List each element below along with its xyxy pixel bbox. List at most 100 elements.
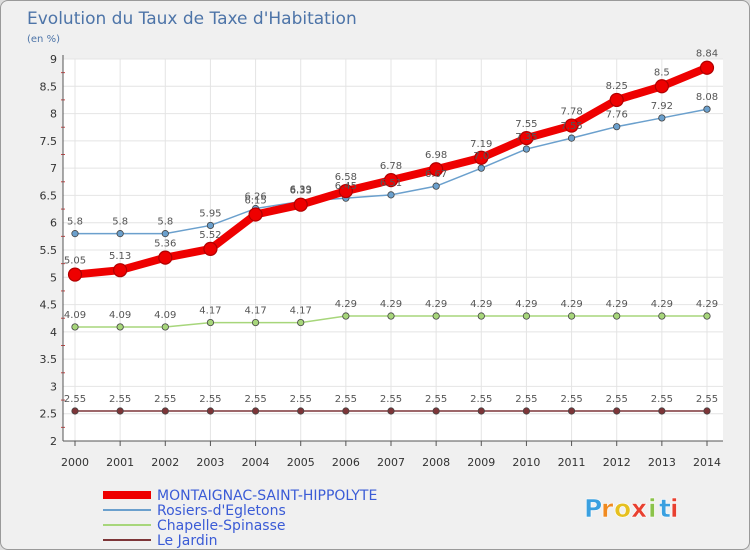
x-tick-label: 2003 <box>196 456 224 469</box>
chart-title: Evolution du Taux de Taxe d'Habitation <box>27 9 357 29</box>
data-point <box>522 145 531 153</box>
data-point <box>293 197 308 212</box>
x-tick-label: 2005 <box>287 456 315 469</box>
data-label: 5.52 <box>199 230 221 241</box>
data-label: 6.58 <box>335 172 357 183</box>
logo-letter: o <box>614 494 631 523</box>
y-tick-label: 2.5 <box>40 408 58 421</box>
logo-letter: i <box>670 494 679 523</box>
data-label: 4.09 <box>109 310 131 321</box>
data-point <box>567 312 576 320</box>
data-label: 4.29 <box>696 299 718 310</box>
data-label: 4.29 <box>335 299 357 310</box>
legend: MONTAIGNAC-SAINT-HIPPOLYTERosiers-d'Egle… <box>103 488 377 549</box>
data-point <box>432 312 440 320</box>
data-point <box>387 191 395 199</box>
data-label: 5.13 <box>109 251 131 262</box>
y-tick-label: 9 <box>50 53 57 66</box>
y-tick-label: 6 <box>50 217 57 230</box>
data-label: 4.29 <box>425 299 447 310</box>
data-label: 2.55 <box>606 394 628 405</box>
data-label: 6.26 <box>244 192 266 203</box>
data-point <box>383 173 399 188</box>
data-point <box>567 134 576 142</box>
y-tick-label: 4 <box>50 326 57 339</box>
y-tick-label: 8.5 <box>40 80 58 93</box>
data-label: 7.92 <box>651 101 673 112</box>
y-tick-label: 5.5 <box>40 244 58 257</box>
data-label: 4.29 <box>606 299 628 310</box>
data-point <box>477 164 485 172</box>
data-point <box>613 407 621 415</box>
proxiti-logo: Pr o x i t i <box>584 494 679 524</box>
data-label: 4.29 <box>560 299 582 310</box>
data-point <box>116 323 124 331</box>
data-label: 7.35 <box>515 132 537 143</box>
logo-letter: t <box>659 494 671 523</box>
x-tick-label: 2004 <box>242 456 270 469</box>
data-label: 2.55 <box>515 394 537 405</box>
data-point <box>658 312 666 320</box>
data-point <box>699 60 715 75</box>
data-label: 2.55 <box>380 394 402 405</box>
data-label: 7.55 <box>515 119 537 130</box>
data-label: 4.29 <box>515 299 537 310</box>
data-point <box>338 183 353 199</box>
data-label: 5.8 <box>157 217 173 228</box>
data-label: 2.55 <box>470 394 492 405</box>
data-point <box>564 118 579 133</box>
data-label: 5.8 <box>67 217 83 228</box>
data-point <box>67 267 83 282</box>
y-tick-label: 4.5 <box>40 299 58 312</box>
data-label: 2.55 <box>154 394 176 405</box>
data-point <box>654 79 669 94</box>
data-label: 2.55 <box>64 394 86 405</box>
data-label: 4.09 <box>64 310 86 321</box>
logo-letter: x <box>631 494 647 523</box>
data-label: 2.55 <box>425 394 447 405</box>
data-label: 4.17 <box>290 306 312 317</box>
data-point <box>658 114 666 122</box>
logo-letter: P <box>584 494 602 523</box>
data-point <box>703 105 711 113</box>
data-point <box>522 312 531 320</box>
data-label: 4.29 <box>380 299 402 310</box>
data-label: 5.36 <box>154 239 176 250</box>
data-point <box>342 407 350 415</box>
data-label: 6.51 <box>380 178 402 189</box>
data-point <box>613 312 621 320</box>
data-label: 6.33 <box>290 186 312 197</box>
data-point <box>703 312 711 320</box>
data-point <box>658 407 666 415</box>
x-tick-label: 2009 <box>467 456 495 469</box>
data-label: 4.17 <box>244 306 266 317</box>
data-label: 6.15 <box>244 196 266 207</box>
data-label: 5.95 <box>199 208 221 219</box>
data-point <box>474 150 489 165</box>
data-label: 5.8 <box>112 217 128 228</box>
x-tick-label: 2006 <box>332 456 360 469</box>
legend-entry: Chapelle-Spinasse <box>157 518 286 534</box>
data-label: 2.55 <box>696 394 718 405</box>
data-label: 8.84 <box>696 49 718 60</box>
data-point <box>342 312 350 320</box>
data-label: 4.17 <box>199 306 221 317</box>
data-label: 2.55 <box>335 394 357 405</box>
data-label: 6.78 <box>380 161 402 172</box>
data-label: 2.55 <box>244 394 266 405</box>
data-label: 7.55 <box>560 121 582 132</box>
y-tick-label: 6.5 <box>40 189 58 202</box>
x-tick-label: 2010 <box>512 456 540 469</box>
logo-letter: r <box>601 494 614 523</box>
data-label: 6.39 <box>290 184 312 195</box>
data-label: 4.29 <box>470 299 492 310</box>
data-label: 2.55 <box>199 394 221 405</box>
data-point <box>432 182 440 190</box>
data-label: 8.5 <box>654 67 670 78</box>
data-label: 6.45 <box>335 181 357 192</box>
chart-subtitle: (en %) <box>27 34 60 45</box>
data-point <box>158 250 173 265</box>
data-labels: 5.05 5.13 5.36 5.52 6.15 6.33 6.58 6.78 6.98 7.19… <box>64 49 718 405</box>
data-label: 8.25 <box>606 81 628 92</box>
data-point <box>116 230 124 238</box>
